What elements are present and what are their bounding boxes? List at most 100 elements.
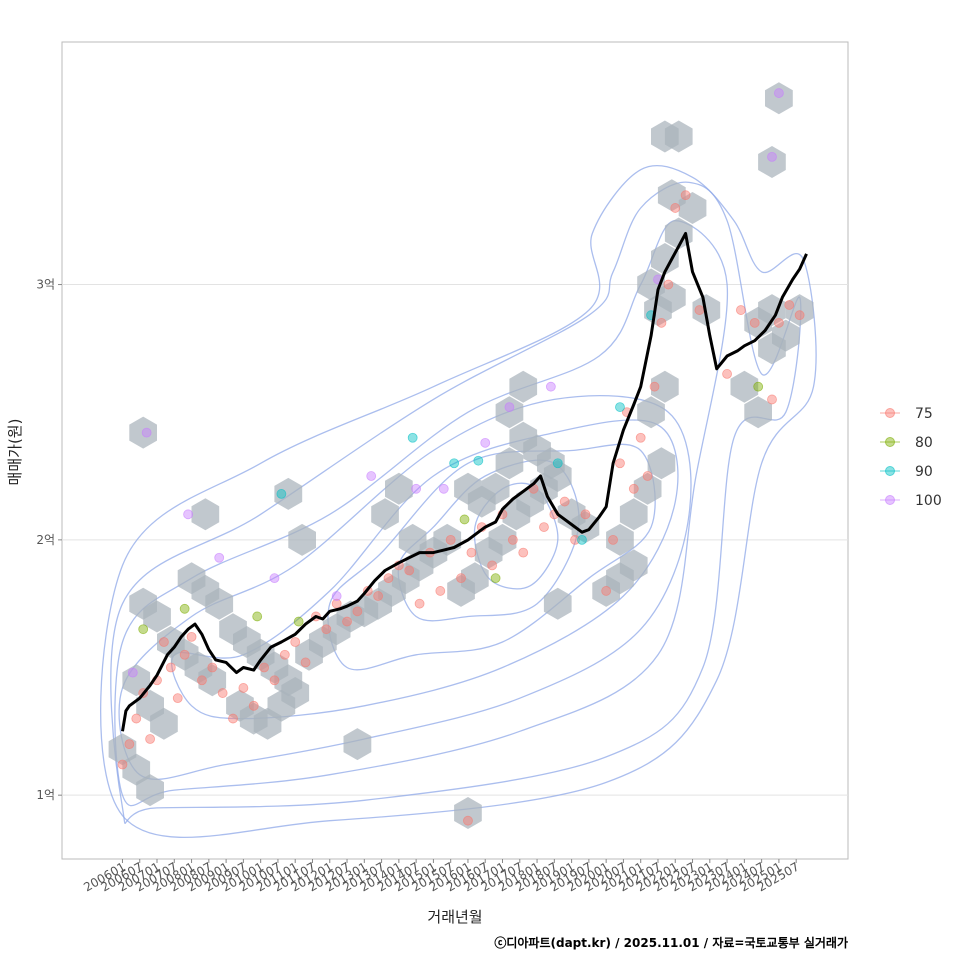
point-100 xyxy=(438,483,449,494)
legend-key-point xyxy=(885,437,895,447)
hexbin xyxy=(651,243,679,275)
y-tick-label: 3억 xyxy=(36,278,55,292)
hexbin xyxy=(758,146,786,178)
point-75 xyxy=(179,649,190,660)
hexbin xyxy=(509,370,538,403)
point-100 xyxy=(774,88,784,98)
hexbin xyxy=(122,753,151,786)
hexbin xyxy=(288,523,316,556)
point-75 xyxy=(694,305,705,315)
y-tick-label: 2억 xyxy=(36,533,55,547)
hexbin xyxy=(744,396,772,429)
point-100 xyxy=(411,483,422,494)
point-75 xyxy=(300,657,311,668)
point-75 xyxy=(186,631,197,642)
hexbin xyxy=(454,797,482,829)
hexbin xyxy=(606,523,634,556)
point-75 xyxy=(404,565,415,576)
hexbin xyxy=(143,600,171,633)
hexbin xyxy=(637,396,665,429)
point-75 xyxy=(131,713,142,724)
point-75 xyxy=(608,534,618,545)
density-contour xyxy=(327,443,656,671)
point-75 xyxy=(635,432,646,443)
legend-label: 90 xyxy=(915,464,933,480)
point-75 xyxy=(248,700,259,711)
y-tick-label: 1억 xyxy=(36,788,55,802)
legend-label: 75 xyxy=(915,406,933,422)
point-80 xyxy=(252,611,263,622)
hexbin xyxy=(343,728,372,761)
point-80 xyxy=(753,381,764,392)
point-75 xyxy=(352,606,363,617)
point-100 xyxy=(183,509,194,520)
point-75 xyxy=(735,305,746,315)
hexbin-layer xyxy=(108,82,814,829)
hexbin xyxy=(281,677,310,709)
point-75 xyxy=(784,300,795,310)
point-75 xyxy=(463,815,473,826)
point-80 xyxy=(490,573,501,584)
legend-key-point xyxy=(885,466,895,476)
hexbin xyxy=(495,396,524,429)
point-80 xyxy=(293,616,304,627)
point-75 xyxy=(559,496,570,507)
point-100 xyxy=(366,471,377,481)
point-75 xyxy=(445,534,456,545)
point-90 xyxy=(615,402,625,412)
point-75 xyxy=(217,688,228,698)
point-75 xyxy=(165,662,176,673)
point-100 xyxy=(545,381,556,392)
point-90 xyxy=(449,458,460,469)
point-75 xyxy=(663,279,674,290)
point-75 xyxy=(580,509,591,520)
point-100 xyxy=(480,437,491,448)
point-75 xyxy=(601,586,612,596)
hexbin xyxy=(129,416,157,449)
point-75 xyxy=(774,317,784,328)
point-75 xyxy=(749,317,760,328)
hexbin xyxy=(730,370,759,403)
hexbin xyxy=(385,472,413,505)
hexbin xyxy=(108,733,137,766)
point-90 xyxy=(407,432,418,443)
point-90 xyxy=(276,489,287,499)
hexbin xyxy=(619,498,648,531)
point-75 xyxy=(466,547,477,558)
point-75 xyxy=(722,369,732,379)
point-75 xyxy=(507,534,518,545)
point-75 xyxy=(117,759,128,770)
legend-label: 100 xyxy=(915,493,942,509)
trend-line xyxy=(121,232,808,732)
hexbin xyxy=(198,664,227,697)
point-75 xyxy=(435,586,446,596)
hexbin xyxy=(543,587,572,620)
point-75 xyxy=(124,739,135,750)
hexbin xyxy=(398,523,427,556)
point-75 xyxy=(259,662,270,673)
point-75 xyxy=(228,713,238,724)
point-75 xyxy=(539,522,549,532)
point-75 xyxy=(279,649,290,660)
point-75 xyxy=(794,310,805,321)
point-75 xyxy=(487,560,498,571)
point-100 xyxy=(127,667,138,678)
point-75 xyxy=(518,547,529,558)
plot-panel xyxy=(61,41,849,860)
density-contour xyxy=(114,220,729,807)
point-90 xyxy=(577,534,587,545)
point-90 xyxy=(473,455,484,466)
point-75 xyxy=(642,471,653,481)
point-75 xyxy=(207,662,218,673)
y-axis-title: 매매가(원) xyxy=(6,419,24,486)
point-75 xyxy=(670,203,681,213)
point-75 xyxy=(628,483,639,494)
point-75 xyxy=(159,637,169,647)
point-75 xyxy=(656,317,667,328)
point-75 xyxy=(649,381,660,392)
point-100 xyxy=(214,552,225,563)
point-100 xyxy=(504,402,515,412)
point-75 xyxy=(145,734,156,744)
hexbin xyxy=(571,511,600,544)
